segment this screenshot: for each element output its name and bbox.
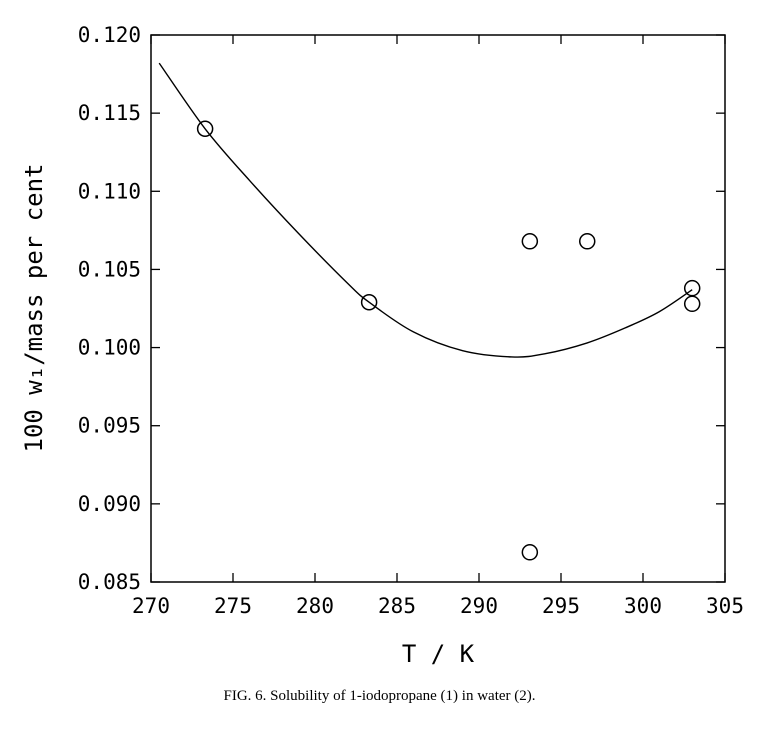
x-tick-label: 295 [542,594,580,618]
data-point [578,233,596,250]
y-tick-label: 0.095 [78,414,141,438]
data-point [683,295,701,313]
figure-caption: FIG. 6. Solubility of 1-iodopropane (1) … [223,688,536,704]
data-point [521,544,539,561]
x-tick-label: 270 [132,594,170,618]
data-point [683,279,701,297]
y-tick-label: 0.120 [78,23,141,47]
x-tick-label: 290 [460,594,498,618]
plot-frame [150,34,726,583]
data-point [360,293,378,311]
x-tick-label: 305 [706,594,744,618]
y-tick-label: 0.110 [78,179,141,203]
x-tick-label: 300 [624,594,662,618]
data-point [521,233,539,250]
y-tick-label: 0.115 [78,101,141,125]
x-tick-label: 280 [296,594,334,618]
y-tick-label: 0.105 [78,257,141,281]
y-tick-label: 0.090 [78,492,141,516]
data-points [196,120,701,561]
y-tick-label: 0.100 [78,336,141,360]
x-tick-label: 285 [378,594,416,618]
x-axis-ticks: 270 275 280 285 290 295 300 305 [132,35,744,618]
y-axis-title: 100 w₁/mass per cent [20,164,48,453]
fit-curve [158,62,693,358]
x-tick-label: 275 [214,594,252,618]
y-tick-label: 0.085 [78,570,141,594]
y-axis-ticks: 0.085 0.090 0.095 0.100 0.105 0.110 0.115 0.120 [78,23,725,594]
data-point [196,120,214,138]
x-axis-title: T / K [402,640,475,668]
